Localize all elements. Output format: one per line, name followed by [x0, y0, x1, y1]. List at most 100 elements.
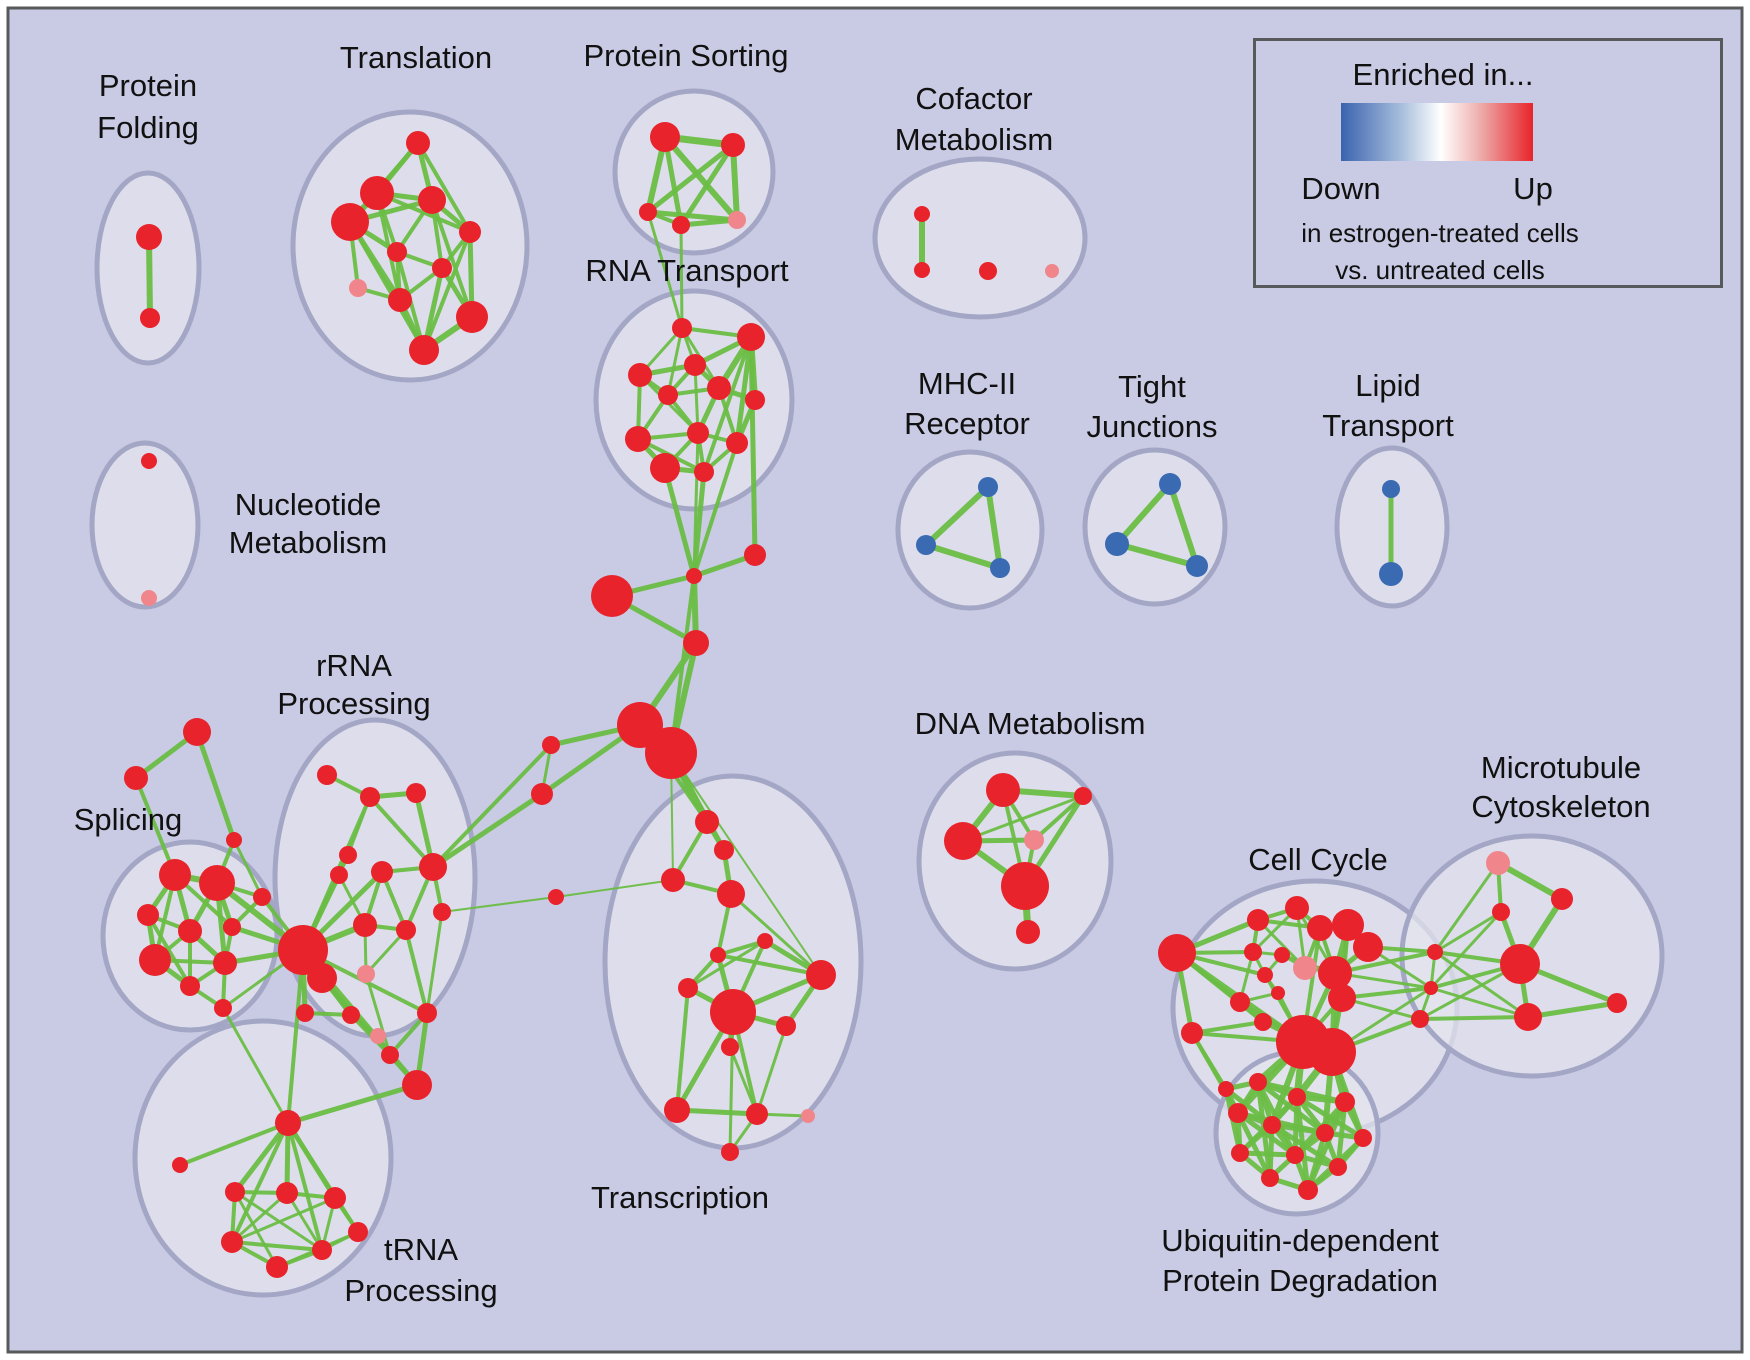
network-node-mt1[interactable]	[1486, 851, 1510, 875]
network-node-tc6[interactable]	[710, 947, 726, 963]
network-node-t8[interactable]	[349, 279, 367, 297]
network-node-d6[interactable]	[1016, 920, 1040, 944]
network-node-v8[interactable]	[1231, 1144, 1249, 1162]
network-node-sp4[interactable]	[178, 919, 202, 943]
network-node-u7[interactable]	[312, 1240, 332, 1260]
network-node-m1[interactable]	[683, 630, 709, 656]
network-node-mt2[interactable]	[1551, 888, 1573, 910]
network-node-r11[interactable]	[650, 453, 680, 483]
network-node-c9[interactable]	[1244, 943, 1262, 961]
network-node-t6[interactable]	[387, 242, 407, 262]
network-node-mt6[interactable]	[1607, 993, 1627, 1013]
network-node-c15[interactable]	[1318, 956, 1352, 990]
network-node-c7[interactable]	[1353, 932, 1383, 962]
network-node-u2[interactable]	[172, 1157, 188, 1173]
network-node-b2[interactable]	[548, 889, 564, 905]
network-node-n2[interactable]	[1424, 981, 1438, 995]
network-node-q4[interactable]	[339, 846, 357, 864]
network-node-q18[interactable]	[296, 1004, 314, 1022]
network-node-v2[interactable]	[1288, 1088, 1306, 1106]
network-node-sp3[interactable]	[137, 904, 159, 926]
network-node-c1[interactable]	[1158, 934, 1196, 972]
network-node-u3[interactable]	[225, 1182, 245, 1202]
network-node-sp8[interactable]	[180, 976, 200, 996]
network-node-co1[interactable]	[914, 206, 930, 222]
network-node-tc5[interactable]	[757, 933, 773, 949]
network-node-v1[interactable]	[1249, 1073, 1267, 1091]
network-node-t10[interactable]	[456, 301, 488, 333]
network-node-s1[interactable]	[542, 736, 560, 754]
network-node-d2[interactable]	[1074, 787, 1092, 805]
network-node-tc7[interactable]	[678, 978, 698, 998]
network-node-lt1[interactable]	[1382, 480, 1400, 498]
network-node-q6b[interactable]	[307, 963, 337, 993]
network-node-sp5[interactable]	[223, 918, 241, 936]
network-node-c16[interactable]	[1328, 984, 1356, 1012]
network-node-r6[interactable]	[707, 376, 731, 400]
network-node-c3[interactable]	[1247, 909, 1269, 931]
network-node-mt5[interactable]	[1514, 1003, 1542, 1031]
network-node-tc1[interactable]	[695, 810, 719, 834]
network-node-tc15[interactable]	[721, 1143, 739, 1161]
network-node-L1[interactable]	[591, 575, 633, 617]
network-node-d1[interactable]	[986, 773, 1020, 807]
network-node-nm2[interactable]	[141, 590, 157, 606]
network-node-co3[interactable]	[979, 262, 997, 280]
network-node-q17[interactable]	[402, 1070, 432, 1100]
network-node-c6[interactable]	[1332, 909, 1364, 941]
network-node-d5[interactable]	[1001, 862, 1049, 910]
network-node-p5[interactable]	[728, 211, 746, 229]
network-node-v7[interactable]	[1354, 1129, 1372, 1147]
network-node-tc10[interactable]	[776, 1016, 796, 1036]
network-node-r4[interactable]	[684, 354, 706, 376]
network-node-c4[interactable]	[1285, 896, 1309, 920]
network-node-c11[interactable]	[1257, 967, 1273, 983]
network-node-q3[interactable]	[406, 783, 426, 803]
network-node-x1[interactable]	[183, 718, 211, 746]
network-node-p3[interactable]	[639, 203, 657, 221]
network-node-tc2[interactable]	[714, 840, 734, 860]
network-node-v4[interactable]	[1228, 1103, 1248, 1123]
network-node-sp6[interactable]	[139, 944, 171, 976]
network-node-q8[interactable]	[371, 861, 393, 883]
network-node-u9[interactable]	[348, 1222, 368, 1242]
network-node-q2[interactable]	[360, 787, 380, 807]
network-node-mt3[interactable]	[1492, 903, 1510, 921]
network-node-q13[interactable]	[357, 965, 375, 983]
network-node-sp2[interactable]	[199, 865, 235, 901]
network-node-tc13[interactable]	[746, 1103, 768, 1125]
network-node-tj1[interactable]	[1159, 473, 1181, 495]
network-node-v6[interactable]	[1316, 1124, 1334, 1142]
network-node-r9[interactable]	[687, 422, 709, 444]
network-node-d4[interactable]	[1024, 830, 1044, 850]
network-node-q6[interactable]	[278, 925, 328, 975]
network-node-sp7[interactable]	[213, 951, 237, 975]
network-node-q7[interactable]	[330, 866, 348, 884]
network-node-r7[interactable]	[745, 390, 765, 410]
network-node-q16[interactable]	[381, 1046, 399, 1064]
network-node-j1[interactable]	[686, 568, 702, 584]
network-node-t1[interactable]	[406, 131, 430, 155]
network-node-q14[interactable]	[342, 1006, 360, 1024]
network-node-q12[interactable]	[417, 1003, 437, 1023]
network-node-tc4[interactable]	[717, 880, 745, 908]
network-node-s2[interactable]	[531, 783, 553, 805]
network-node-r8[interactable]	[625, 426, 651, 452]
network-node-c12[interactable]	[1230, 992, 1250, 1012]
network-node-tc12[interactable]	[664, 1097, 690, 1123]
network-node-r1[interactable]	[672, 318, 692, 338]
network-node-h2[interactable]	[645, 727, 697, 779]
network-node-c13[interactable]	[1271, 986, 1285, 1000]
network-node-d3[interactable]	[944, 822, 982, 860]
network-node-v5[interactable]	[1263, 1116, 1281, 1134]
network-node-tc9[interactable]	[710, 989, 756, 1035]
network-node-p2[interactable]	[721, 133, 745, 157]
network-node-tj2[interactable]	[1105, 532, 1129, 556]
network-node-u1[interactable]	[275, 1110, 301, 1136]
network-node-tj3[interactable]	[1186, 555, 1208, 577]
network-node-n1[interactable]	[1427, 944, 1443, 960]
network-node-sp9[interactable]	[214, 999, 232, 1017]
network-node-pf1[interactable]	[136, 224, 162, 250]
network-node-c18[interactable]	[1308, 1028, 1356, 1076]
network-node-v11[interactable]	[1261, 1169, 1279, 1187]
